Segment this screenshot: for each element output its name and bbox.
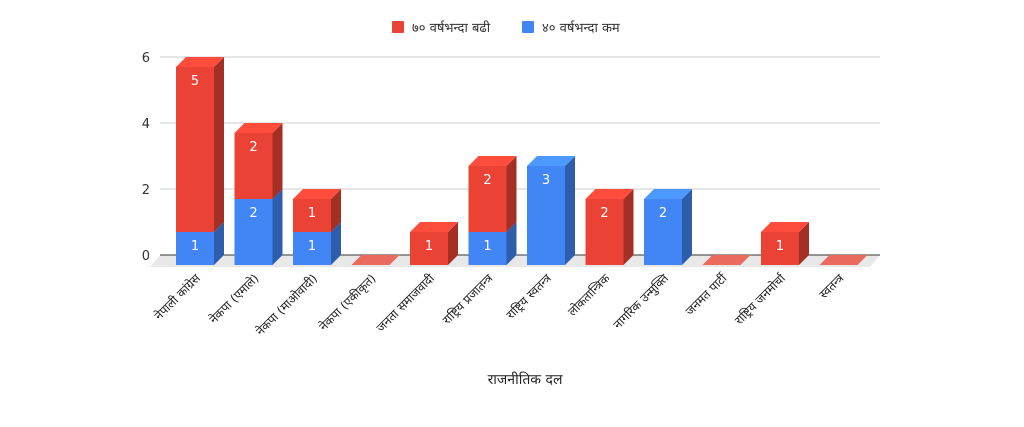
bar-side <box>506 156 517 232</box>
bar <box>176 67 214 232</box>
data-label: 2 <box>483 173 491 188</box>
bar-side <box>448 222 458 265</box>
y-tick-label: 0 <box>142 249 150 264</box>
bar <box>293 199 331 232</box>
bar <box>468 232 507 265</box>
bar-top <box>234 123 283 133</box>
data-label: 3 <box>542 173 550 188</box>
bar-top <box>761 222 809 232</box>
bar <box>293 232 331 265</box>
bar <box>644 199 682 265</box>
data-label: 5 <box>191 74 199 89</box>
data-label: 1 <box>776 239 784 254</box>
y-tick-label: 6 <box>142 51 150 66</box>
data-label: 2 <box>659 206 667 221</box>
bar-side <box>272 123 283 199</box>
x-tick-label: नेकपा (एकीकृत) <box>316 271 379 334</box>
bar-top <box>410 222 458 232</box>
bar-side <box>331 189 341 232</box>
y-tick-label: 2 <box>142 183 150 198</box>
data-label: 1 <box>308 206 316 221</box>
bar <box>468 166 507 232</box>
data-label: 2 <box>249 206 257 221</box>
data-label: 1 <box>425 239 433 254</box>
bar-side <box>799 222 809 265</box>
bar-top <box>585 189 634 199</box>
bar-side <box>682 189 692 265</box>
data-label: 2 <box>600 206 608 221</box>
bar-side <box>506 222 517 265</box>
bar-side <box>331 222 341 265</box>
bar <box>585 199 624 265</box>
bar-top <box>527 156 575 166</box>
bar <box>234 199 273 265</box>
bar <box>527 166 565 265</box>
legend-swatch <box>522 21 534 33</box>
bar-side <box>272 189 283 265</box>
x-tick-label: नेकपा (माओवादी) <box>253 271 320 338</box>
x-tick-label: जनमत पार्टी <box>683 271 731 319</box>
y-tick-label: 4 <box>142 117 150 132</box>
bar-top <box>468 156 517 166</box>
bar-zero <box>819 255 868 265</box>
bar-side <box>565 156 575 265</box>
x-tick-label: राष्ट्रिय स्वतन्त्र <box>503 271 554 322</box>
bar-zero <box>702 255 751 265</box>
data-label: 1 <box>483 239 491 254</box>
bar-side <box>623 189 634 265</box>
bar-top <box>176 57 224 67</box>
bar-top <box>293 189 341 199</box>
bar-zero <box>351 255 400 265</box>
data-label: 2 <box>249 140 257 155</box>
x-tick-label: राष्ट्रिय प्रजातन्त्र <box>440 271 496 327</box>
bar-top <box>644 189 692 199</box>
bar-side <box>214 222 224 265</box>
x-tick-label: नागरिक उन्मुक्ति <box>611 270 673 332</box>
bar-side <box>214 57 224 232</box>
x-tick-label: नेपाली कांग्रेस <box>152 271 204 323</box>
bar <box>234 133 273 199</box>
x-tick-label: स्वतन्त्र <box>816 271 846 301</box>
x-tick-label: जनता समाजवादी <box>374 271 438 335</box>
x-tick-label: नेकपा (एमाले) <box>206 271 261 326</box>
bar <box>761 232 799 265</box>
x-tick-label: लोकतान्त्रिक <box>565 271 613 319</box>
legend-label: ४० वर्षभन्दा कम <box>542 20 620 36</box>
bar <box>176 232 214 265</box>
x-tick-label: राष्ट्रिय जनमोर्चा <box>732 271 789 328</box>
data-label: 1 <box>191 239 199 254</box>
legend-swatch <box>392 21 404 33</box>
x-axis-label: राजनीतिक दल <box>488 371 563 388</box>
data-label: 1 <box>308 239 316 254</box>
legend-label: ७० वर्षभन्दा बढी <box>412 20 491 36</box>
bar <box>410 232 448 265</box>
